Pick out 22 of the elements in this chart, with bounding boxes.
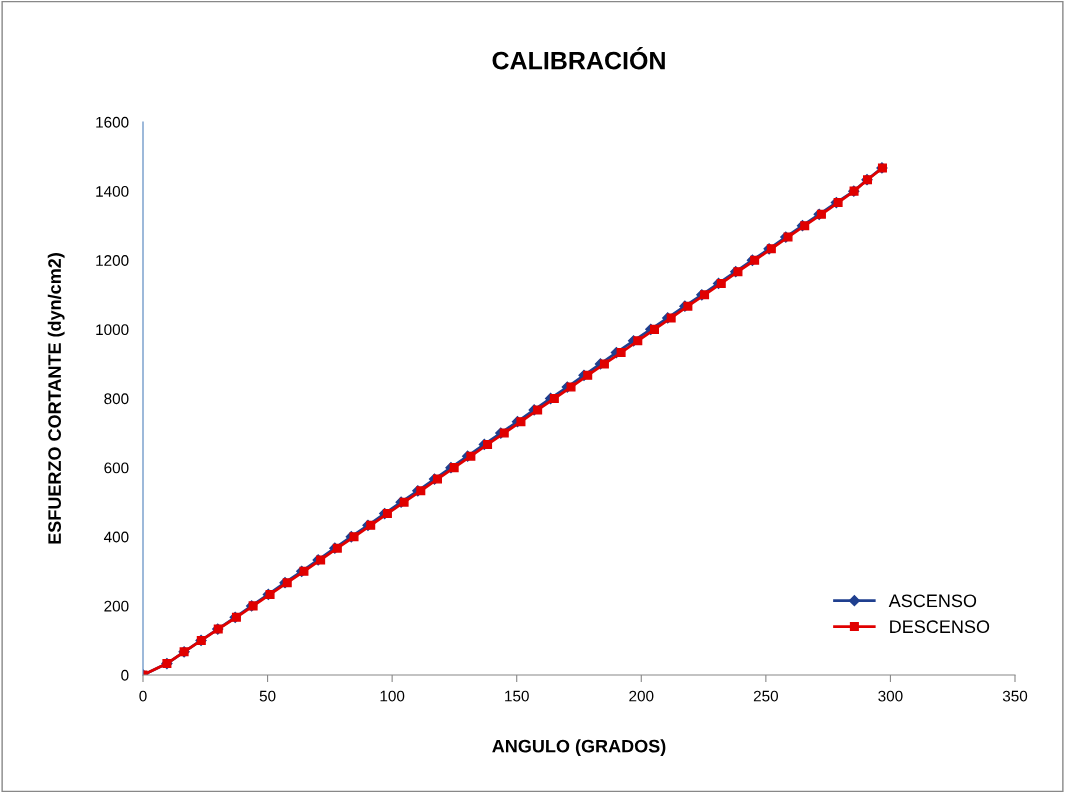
y-tick-label: 200 (104, 600, 129, 612)
x-tick-label: 100 (380, 690, 405, 702)
x-axis-title: ANGULO (GRADOS) (492, 739, 666, 757)
y-tick-label: 1600 (96, 116, 129, 128)
chart-title: CALIBRACIÓN (492, 47, 665, 70)
legend-label: ASCENSO (888, 594, 977, 608)
y-tick-label: 1400 (96, 185, 129, 197)
y-tick-label: 0 (121, 669, 129, 681)
y-tick-label: 800 (104, 393, 129, 405)
x-tick-label: 300 (878, 690, 903, 702)
y-tick-label: 400 (103, 531, 129, 543)
legend-label: DESCENSO (890, 620, 990, 634)
x-tick-label: 250 (753, 690, 779, 702)
y-tick-label: 1200 (96, 255, 129, 266)
x-tick-label: 150 (505, 690, 529, 702)
x-tick-label: 50 (259, 690, 276, 702)
x-tick-label: 350 (1002, 690, 1028, 702)
y-tick-label: 600 (104, 462, 129, 474)
y-tick-label: 1000 (96, 324, 129, 336)
x-tick-label: 200 (629, 690, 654, 702)
y-axis-title: ESFUERZO CORTANTE (dyn/cm2) (47, 253, 65, 544)
x-tick-label: 0 (139, 690, 147, 702)
